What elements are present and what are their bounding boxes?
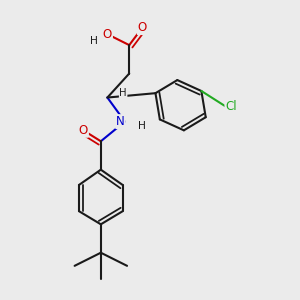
Text: O: O [138,21,147,34]
Text: H: H [90,36,98,46]
Text: H: H [138,121,146,131]
Text: Cl: Cl [225,100,237,113]
Text: O: O [103,28,112,41]
Text: O: O [79,124,88,137]
Text: H: H [119,88,127,98]
Text: N: N [116,115,125,128]
